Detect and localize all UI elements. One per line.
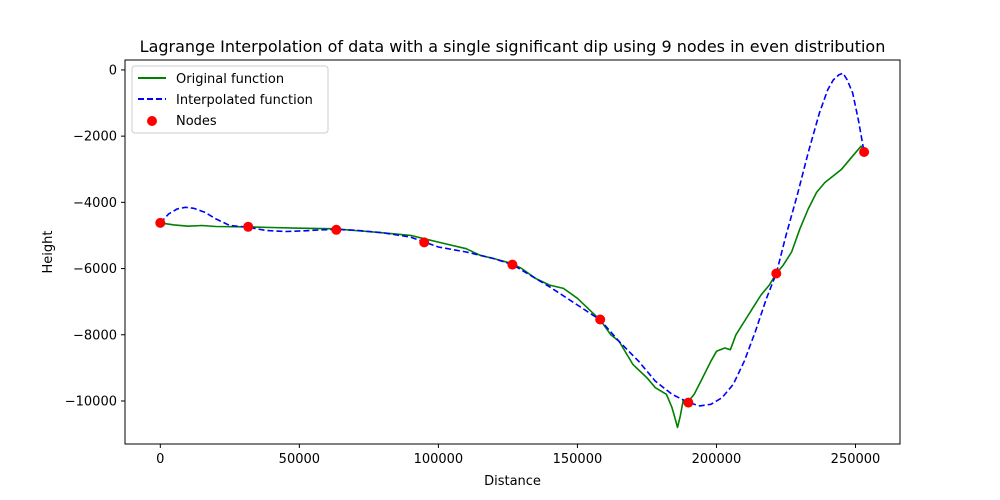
y-tick-label: −6000 [73,262,117,277]
legend: Original function Interpolated function … [131,65,329,134]
x-tick-label: 50000 [279,452,320,467]
x-tick-label: 150000 [553,452,603,467]
node-point [859,147,870,157]
y-tick-label: −4000 [73,196,117,211]
x-tick-label: 200000 [692,452,742,467]
x-tick-label: 0 [156,452,164,467]
x-tick-label: 250000 [831,452,881,467]
legend-original-label: Original function [176,72,284,87]
original-function-line [160,145,865,429]
y-tick-label: 0 [109,63,117,78]
legend-box [131,65,329,134]
node-point [595,314,606,325]
y-tick-label: −10000 [65,394,117,409]
node-point [155,217,166,228]
legend-interpolated-label: Interpolated function [176,93,313,108]
node-point [683,397,694,408]
node-point [419,237,430,248]
node-point [771,268,782,279]
node-point [331,224,342,235]
chart-title: Lagrange Interpolation of data with a si… [140,37,886,56]
y-axis-label: Height [41,231,56,274]
plot-frame [124,59,901,445]
y-tick-label: −8000 [73,328,117,343]
node-point [243,221,254,232]
plot-nodes-group [155,147,870,408]
y-axis: 0 −2000 −4000 −6000 −8000 −10000 [65,63,125,409]
y-tick-label: −2000 [73,130,117,145]
x-axis-label: Distance [484,474,541,489]
x-axis: 0 50000 100000 150000 200000 250000 [156,444,880,467]
legend-nodes-swatch [147,116,157,126]
node-point [507,259,518,270]
legend-nodes-label: Nodes [176,114,217,129]
x-tick-label: 100000 [414,452,464,467]
